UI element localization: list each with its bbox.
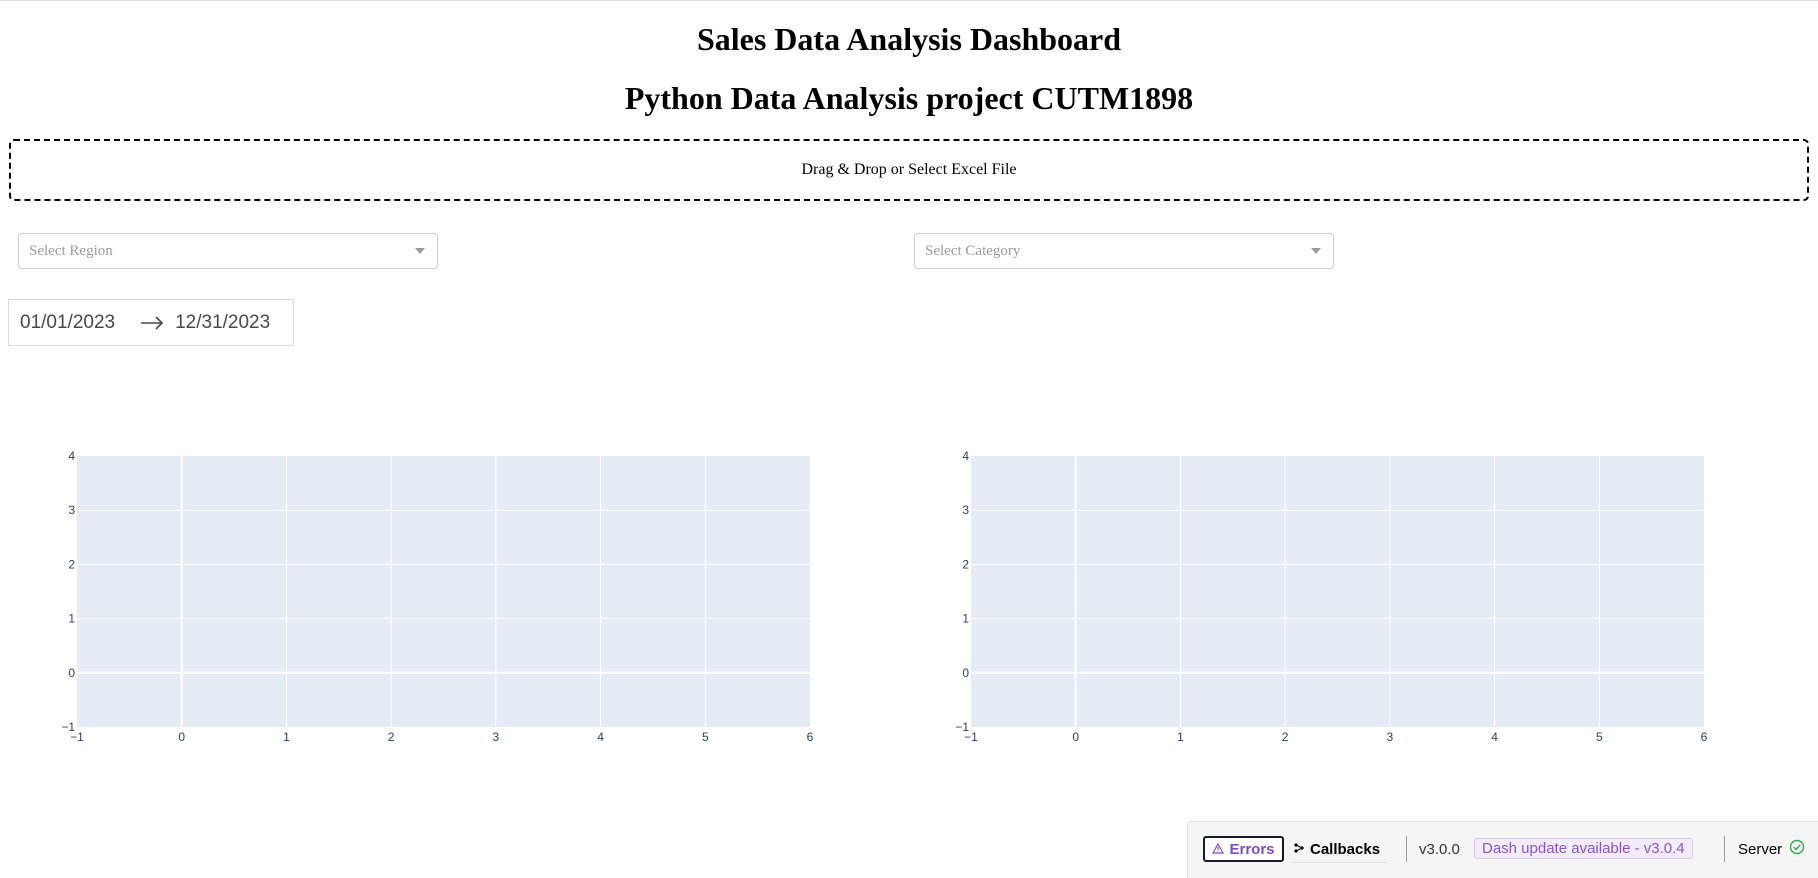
x-tick-label: 2: [1282, 730, 1289, 744]
y-tick-label: 4: [962, 449, 969, 463]
x-tick-label: 6: [1701, 730, 1708, 744]
region-placeholder: Select Region: [29, 242, 113, 259]
y-tick-label: 0: [68, 666, 75, 680]
category-placeholder: Select Category: [925, 242, 1021, 259]
warning-icon: [1212, 841, 1225, 858]
y-tick-label: 0: [962, 666, 969, 680]
x-tick-label: 1: [1177, 730, 1184, 744]
x-tick-label: −1: [70, 730, 84, 744]
server-status: Server: [1738, 839, 1805, 859]
region-dropdown[interactable]: Select Region: [18, 233, 438, 269]
x-tick-label: 3: [493, 730, 500, 744]
chart-right: −1 0 1 2 3 4 5 6 −1 0 1 2 3 4: [938, 441, 1718, 756]
version-label: v3.0.0: [1419, 841, 1460, 858]
category-dropdown[interactable]: Select Category: [914, 233, 1334, 269]
update-available-badge[interactable]: Dash update available - v3.0.4: [1474, 838, 1693, 859]
y-tick-label: 3: [962, 503, 969, 517]
divider: [1406, 836, 1407, 862]
y-tick-label: −1: [955, 720, 969, 734]
category-dropdown-arrow[interactable]: [1299, 234, 1333, 268]
x-tick-label: 4: [597, 730, 604, 744]
x-tick-label: 5: [1596, 730, 1603, 744]
y-tick-label: 1: [962, 612, 969, 626]
errors-label: Errors: [1229, 840, 1275, 858]
y-tick-label: 1: [68, 612, 75, 626]
server-label: Server: [1738, 840, 1783, 858]
region-dropdown-arrow[interactable]: [403, 234, 437, 268]
x-tick-label: 2: [388, 730, 395, 744]
x-tick-label: 4: [1491, 730, 1498, 744]
update-label: Dash update available - v3.0.4: [1482, 840, 1685, 857]
y-tick-label: 2: [68, 557, 75, 571]
y-tick-label: 4: [68, 449, 75, 463]
chart-left: −1 0 1 2 3 4 5 6 −1 0 1 2 3 4: [44, 441, 824, 756]
x-tick-label: 5: [702, 730, 709, 744]
callbacks-label: Callbacks: [1310, 840, 1381, 858]
page-subtitle: Python Data Analysis project CUTM1898: [624, 80, 1194, 116]
start-date-input[interactable]: 01/01/2023: [20, 311, 116, 333]
y-tick-label: −1: [61, 720, 75, 734]
errors-button[interactable]: Errors: [1203, 836, 1284, 862]
callback-graph-icon: [1293, 841, 1305, 858]
x-tick-label: 6: [807, 730, 814, 744]
page-title: Sales Data Analysis Dashboard: [696, 21, 1122, 57]
x-tick-label: 3: [1387, 730, 1394, 744]
plot-area: [971, 456, 1704, 727]
chart-svg: −1 0 1 2 3 4 5 6 −1 0 1 2 3 4: [955, 449, 1708, 744]
chevron-down-icon: [415, 248, 425, 254]
check-circle-icon: [1789, 839, 1805, 859]
divider: [1724, 836, 1725, 862]
callbacks-button[interactable]: Callbacks: [1293, 836, 1387, 863]
plot-area: [77, 456, 810, 727]
date-range-picker: 01/01/2023 12/31/2023: [8, 299, 294, 346]
x-tick-label: 1: [283, 730, 290, 744]
dash-devtools-bar: Errors Callbacks v3.0.0 Dash update avai…: [1187, 821, 1818, 878]
y-tick-label: 3: [68, 503, 75, 517]
arrow-right-icon: [115, 315, 175, 330]
chart-svg: −1 0 1 2 3 4 5 6 −1 0 1 2 3 4: [61, 449, 814, 744]
x-tick-label: −1: [964, 730, 978, 744]
chevron-down-icon: [1311, 248, 1321, 254]
upload-label: Drag & Drop or Select Excel File: [801, 161, 1017, 178]
x-tick-label: 0: [1072, 730, 1079, 744]
y-tick-label: 2: [962, 557, 969, 571]
x-tick-label: 0: [178, 730, 185, 744]
end-date-input[interactable]: 12/31/2023: [175, 311, 271, 333]
file-upload-dropzone[interactable]: Drag & Drop or Select Excel File: [9, 139, 1809, 201]
